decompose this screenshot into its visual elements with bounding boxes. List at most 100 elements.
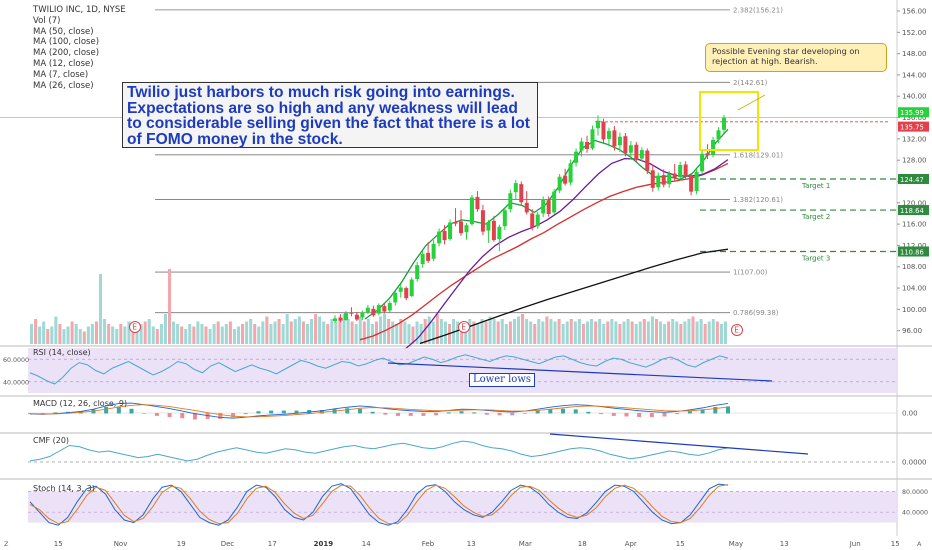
macd-histogram-bar (345, 408, 350, 414)
volume-bar (431, 321, 435, 344)
price-tag (898, 173, 929, 184)
macd-histogram-bar (104, 407, 109, 414)
price-tag-label: 118.64 (900, 207, 924, 215)
volume-bar (707, 321, 711, 344)
candle-body (437, 231, 442, 244)
volume-bar (581, 324, 585, 344)
macd-pane-title[interactable]: MACD (12, 26, close, 9) (33, 399, 128, 408)
candle-body (590, 129, 595, 149)
legend-ma7[interactable]: MA (7, close) (33, 69, 89, 80)
volume-bar (675, 321, 679, 344)
chart-legend: TWILIO INC, 1D, NYSE Vol (7) MA (50, clo… (33, 5, 126, 91)
candle-body (333, 318, 337, 322)
volume-bar (293, 319, 297, 344)
candle-body (376, 305, 381, 314)
volume-bar (135, 326, 139, 344)
macd-histogram-bar (446, 412, 451, 414)
price-tick-label: 100.00 (902, 306, 927, 314)
volume-bar (241, 324, 245, 344)
volume-bar (354, 324, 358, 344)
ma50-line (419, 248, 729, 345)
volume-bar (598, 319, 602, 344)
price-tag (898, 121, 929, 132)
volume-bar (456, 321, 460, 344)
volume-bar (155, 329, 159, 344)
candle-body (650, 170, 655, 188)
volume-bar (281, 324, 285, 344)
candle-body (519, 184, 524, 203)
macd-histogram-bar (357, 408, 362, 414)
lower-lows-label: Lower lows (469, 373, 536, 387)
volume-bar (679, 324, 683, 344)
candle-body (552, 191, 557, 213)
macd-zero-label: 0.00 (902, 410, 918, 418)
symbol-title: TWILIO INC, 1D, NYSE (33, 5, 126, 15)
candle-body (623, 136, 628, 154)
volume-bar (224, 324, 228, 344)
legend-ma12[interactable]: MA (12, close) (33, 58, 94, 69)
macd-histogram-bar (434, 413, 439, 416)
price-tick-label: 152.00 (902, 29, 927, 37)
candle-body (634, 144, 639, 160)
candle-body (628, 145, 633, 153)
volume-bar (626, 319, 630, 344)
volume-bar (541, 321, 545, 344)
macd-histogram-bar (154, 413, 159, 416)
x-axis-label: 13 (467, 540, 476, 548)
volume-bar (516, 316, 521, 344)
stoch-k-line (29, 483, 729, 526)
volume-bar (265, 316, 269, 344)
volume-bar (691, 316, 695, 344)
macd-histogram-bar (484, 413, 489, 415)
fib-level-label: 1.382(120.61) (733, 196, 783, 204)
volume-bar (301, 321, 305, 344)
x-axis-label: 15 (891, 540, 900, 548)
legend-ma26[interactable]: MA (26, close) (33, 80, 94, 91)
volume-bar (703, 324, 707, 344)
volume-bar (184, 329, 188, 344)
legend-ma200[interactable]: MA (200, close) (33, 48, 100, 59)
macd-histogram-bar (535, 410, 540, 414)
legend-ma100[interactable]: MA (100, close) (33, 37, 100, 48)
price-tick-label: 112.00 (902, 242, 927, 250)
candle-body (502, 210, 507, 227)
volume-bar (480, 319, 484, 344)
volume-bar (715, 321, 719, 344)
volume-bar (687, 319, 691, 344)
volume-bar (318, 316, 322, 344)
candle-body (420, 253, 425, 265)
volume-bar (200, 324, 204, 344)
stoch-pane-title[interactable]: Stoch (14, 3, 3) (33, 484, 95, 493)
x-axis-label: May (729, 540, 743, 548)
volume-bar (403, 321, 407, 344)
x-axis-label: 18 (578, 540, 587, 548)
legend-ma50[interactable]: MA (50, close) (33, 26, 94, 37)
volume-bar (525, 319, 529, 344)
analysis-callout: Twilio just harbors to much risk going i… (122, 82, 538, 148)
price-tick-label: 156.00 (902, 7, 927, 15)
candle-body (480, 210, 485, 232)
rsi-level-label: 40.0000 (3, 379, 29, 386)
volume-bar (245, 321, 249, 344)
fib-level-label: 1.618(129.01) (733, 151, 783, 159)
rsi-level-label: 60.0000 (3, 357, 29, 364)
volume-bar (314, 314, 318, 344)
rsi-pane-title[interactable]: RSI (14, close) (33, 348, 91, 357)
candle-body (585, 142, 590, 149)
evening-star-note: Possible Evening star developing on reje… (705, 43, 887, 72)
volume-bar (411, 326, 415, 344)
cmf-pane-title[interactable]: CMF (20) (33, 436, 70, 445)
macd-histogram-bar (167, 413, 172, 418)
volume-bar (269, 324, 273, 344)
volume-bar (58, 324, 62, 344)
macd-histogram-bar (510, 413, 515, 416)
candle-body (360, 312, 365, 318)
candle-body (667, 174, 672, 185)
legend-vol[interactable]: Vol (7) (33, 15, 61, 26)
volume-bar (606, 321, 610, 344)
candle-body (694, 171, 699, 192)
volume-bar (561, 324, 565, 344)
target-label: Target 3 (801, 255, 830, 263)
price-tag (898, 246, 929, 257)
volume-bar (289, 321, 293, 344)
